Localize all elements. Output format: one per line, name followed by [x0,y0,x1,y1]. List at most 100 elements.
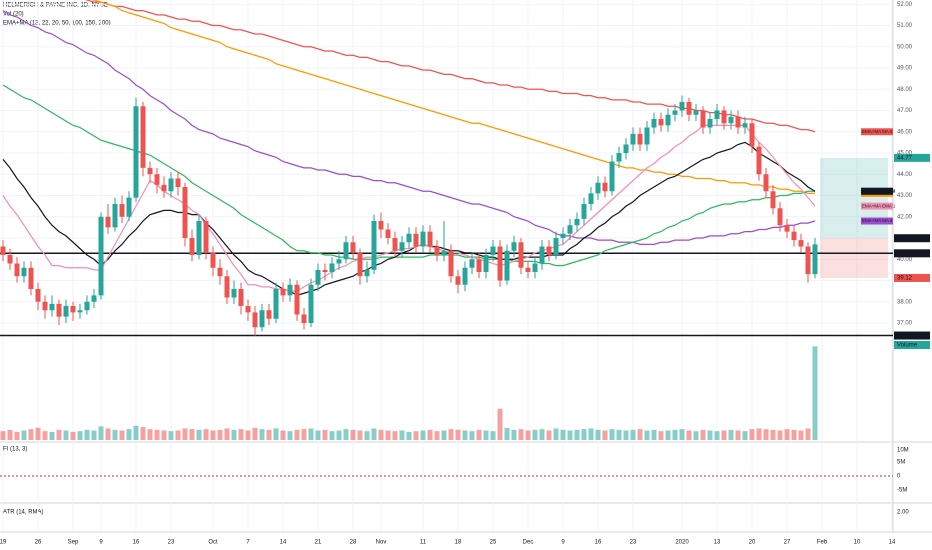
volume-bar [763,429,769,440]
volume-bar [112,429,118,440]
candle-body [420,231,426,247]
volume-bar [105,428,111,440]
candle-body [399,242,405,251]
candle-body [252,312,258,328]
volume-bar [98,426,104,440]
candle-body [595,182,601,194]
pane-tick-label: 5M [897,460,905,466]
volume-bar [805,428,811,440]
candle-body [693,110,699,115]
ma-line [2,10,816,245]
volume-bar [560,429,566,440]
candle-body [812,244,818,275]
x-tick-label: 23 [168,540,175,546]
volume-bar [672,429,678,440]
volume-bar [175,430,181,440]
candle-body [441,250,447,255]
volume-bar [280,430,286,440]
ma-line [2,124,816,292]
pane-title: FI (13, 3) [3,447,27,453]
position-stop-zone [820,238,888,278]
candle-body [518,242,524,268]
x-tick-label: Sep [68,540,79,546]
candle-body [259,310,265,328]
volume-bar [630,429,636,440]
volume-bar [679,429,685,440]
price-tag-label: 40.99 [897,236,913,242]
volume-bar [28,429,34,440]
candle-body [742,123,748,128]
candle-body [448,250,454,277]
x-tick-label: 14 [280,540,287,546]
volume-bar [35,427,41,440]
candle-body [98,216,104,296]
candle-body [182,187,188,238]
candle-body [567,225,573,234]
volume-bar [385,430,391,440]
candle-body [462,267,468,285]
candle-body [686,102,692,115]
y-tick-label: 42.00 [897,214,913,220]
candle-body [574,218,580,226]
y-tick-label: 51.00 [897,23,913,29]
series-tag [861,217,893,225]
volume-bar [784,429,790,440]
volume-bar [791,429,797,440]
candle-body [630,133,636,145]
volume-bar [322,429,328,440]
price-tag [894,273,930,282]
volume-bar [483,430,489,440]
candle-body [798,240,804,247]
candle-body [651,119,657,128]
candle-body [7,255,13,264]
candle-body [784,225,790,232]
y-tick-label: 44.00 [897,172,913,178]
volume-bar [532,429,538,440]
candle-body [406,233,412,243]
volume-tag-label: Volume [897,343,918,349]
candle-body [329,263,335,272]
volume-bar [462,430,468,440]
candle-body [301,314,307,323]
candle-body [231,289,237,298]
volume-bar [84,429,90,440]
candle-body [77,310,83,313]
volume-bar [154,429,160,440]
x-tick-label: 16 [595,540,602,546]
volume-bar [420,430,426,440]
series-tag-label: EMA+MA EMA 2 [862,188,896,193]
volume-bar [539,429,545,440]
candle-body [224,276,230,298]
y-tick-label: 48.00 [897,87,913,93]
volume-bar [406,431,412,440]
candle-body [203,221,209,253]
x-tick-label: 23 [630,540,637,546]
y-tick-label: 40.00 [897,257,913,263]
volume-bar [77,431,83,440]
volume-bar [308,428,314,440]
pane-title: ATR (14, RMA) [3,510,44,516]
volume-bar [567,430,573,440]
y-tick-label: 43.00 [897,193,913,199]
candle-body [294,284,300,315]
candle-body [210,252,216,268]
volume-bar [623,430,629,440]
candle-body [350,242,356,253]
indicator-label: Vol (20) [3,12,24,18]
candle-body [623,144,629,153]
volume-bar [427,429,433,440]
x-tick-label: 9 [561,540,565,546]
position-target-zone [820,157,888,239]
volume-bar [434,431,440,440]
volume-bar [756,428,762,440]
volume-bar [749,429,755,440]
volume-bar [693,431,699,440]
candle-body [791,231,797,241]
x-tick-label: 2020 [675,540,689,546]
candle-body [336,259,342,264]
volume-bar [378,429,384,440]
candle-body [546,246,552,255]
candle-body [364,269,370,277]
candle-body [532,263,538,272]
candle-body [525,267,531,272]
